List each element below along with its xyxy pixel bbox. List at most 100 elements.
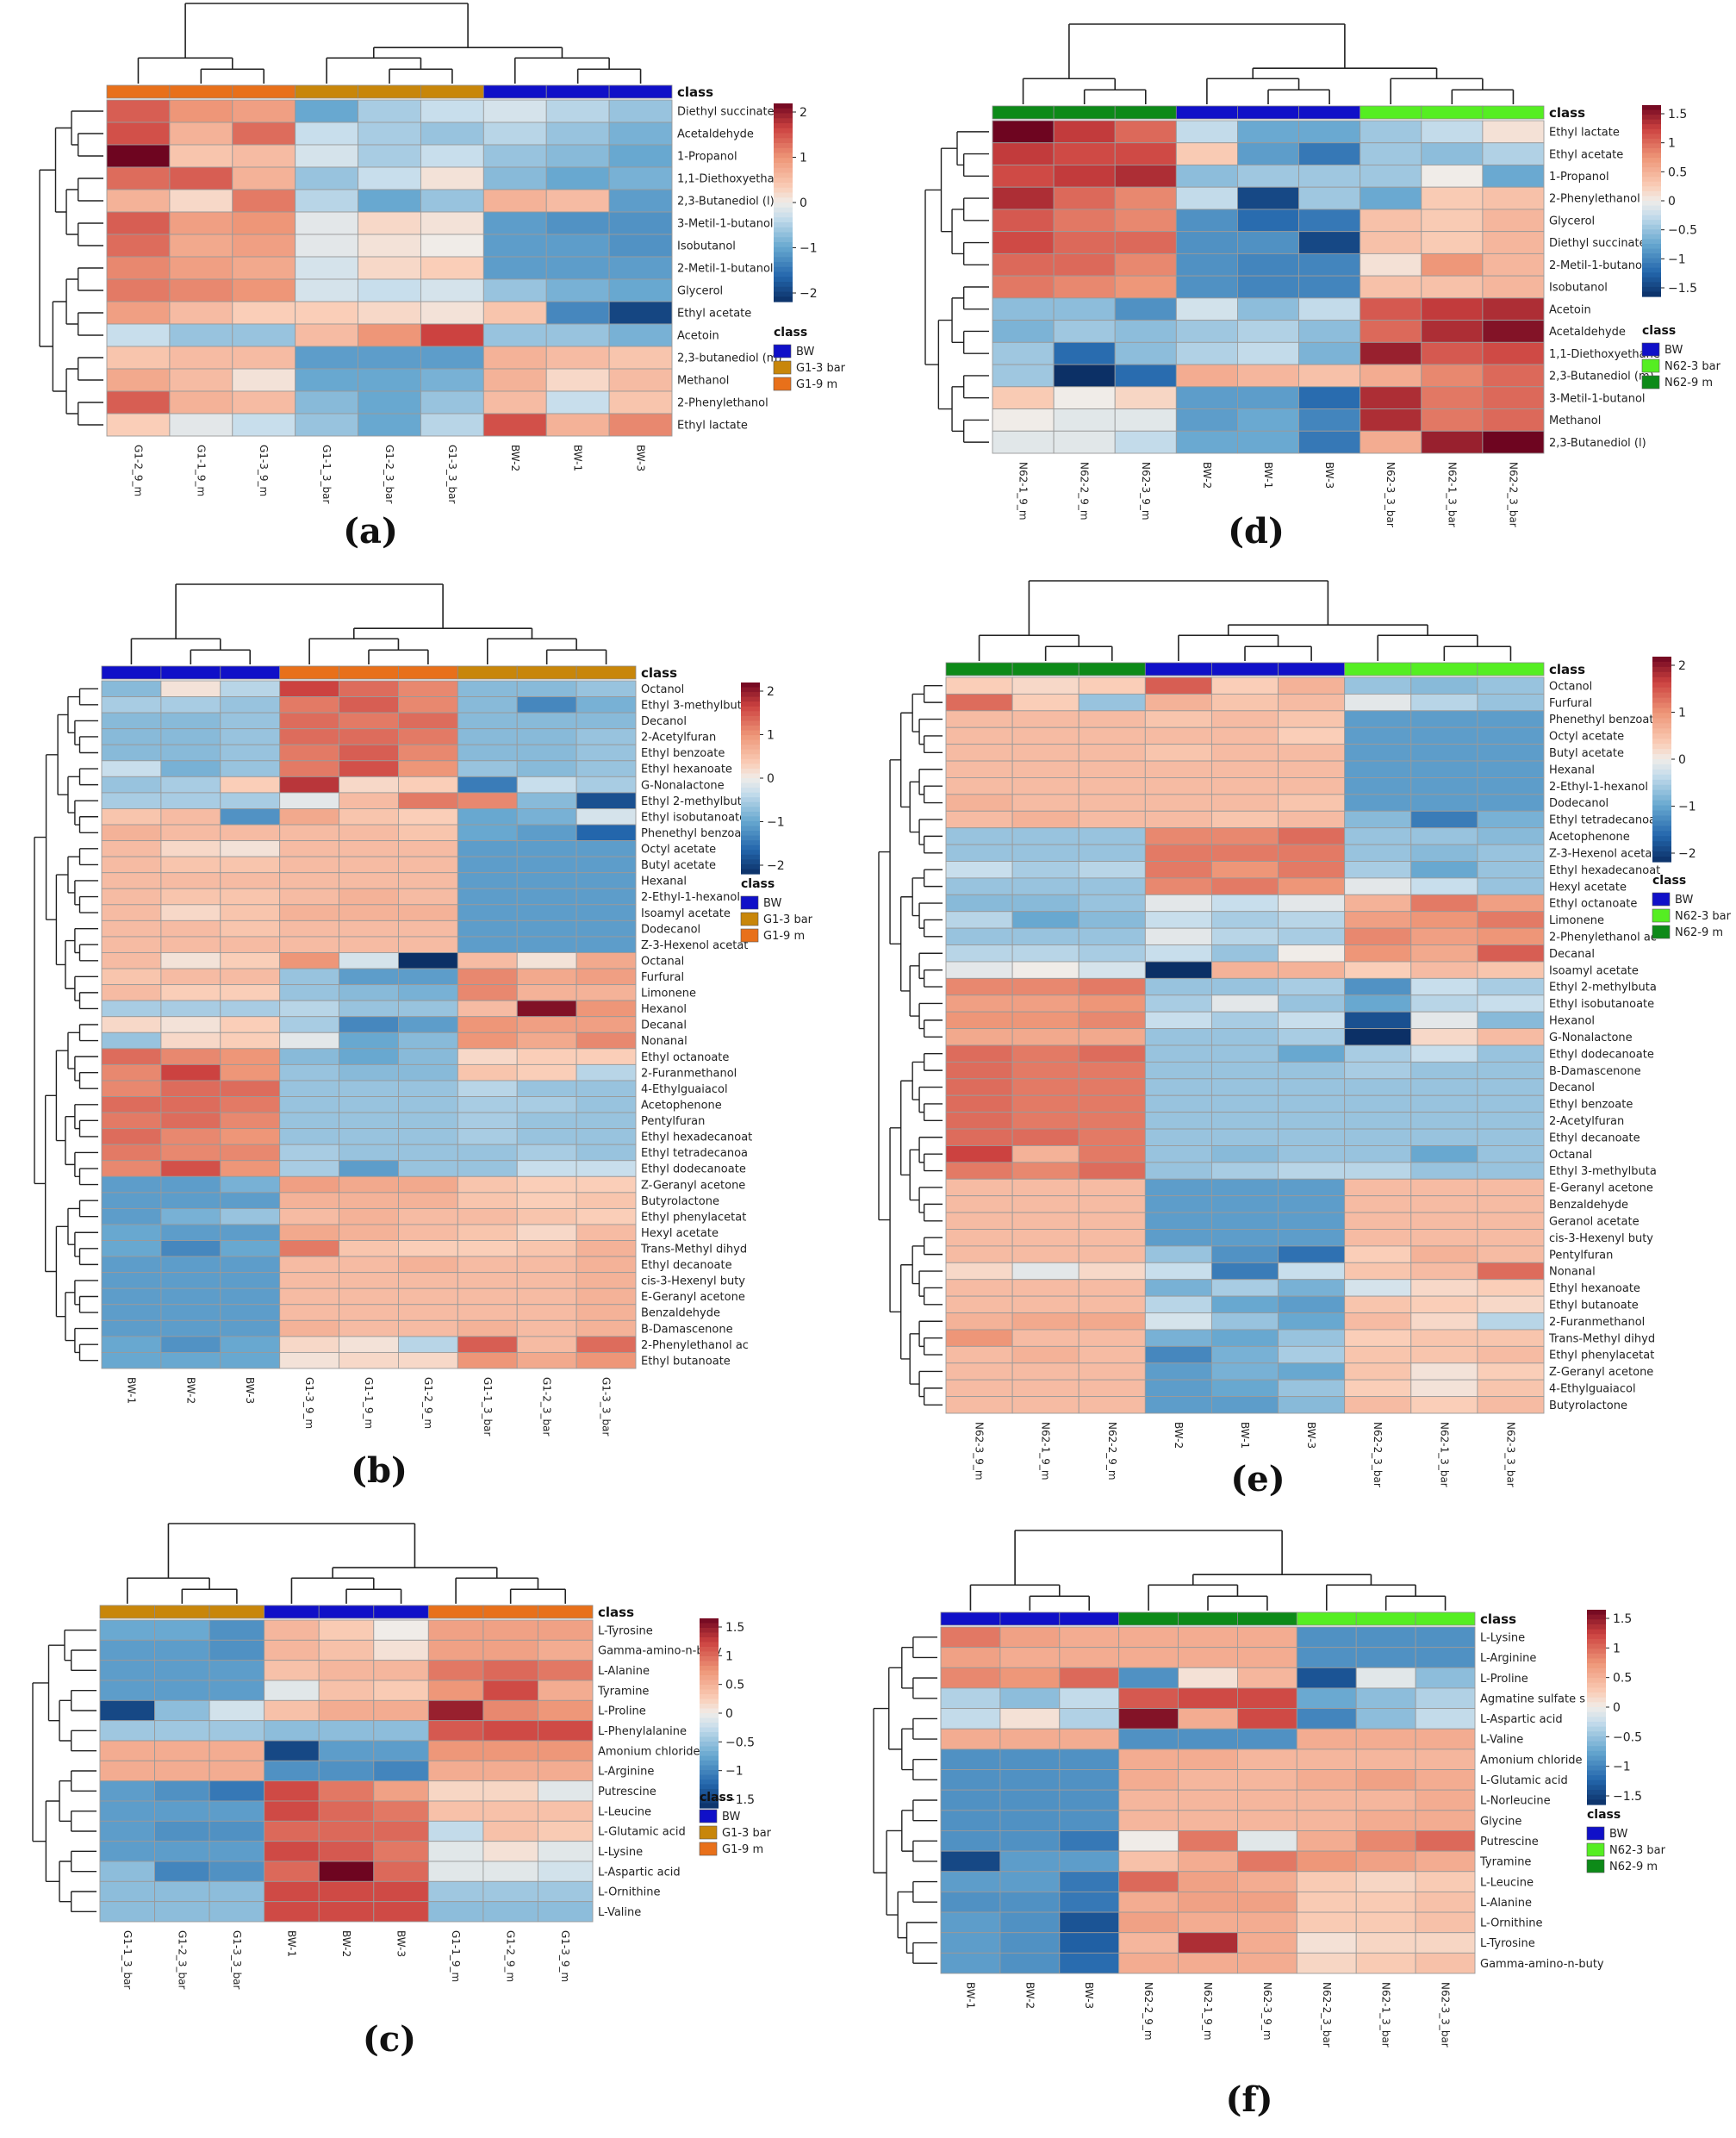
column-labels: G1-2_9_m G1-1_9_m G1-3_9_m G1-1_3_bar G1-2_3… [132,445,646,504]
row-label: 1-Propanol [677,151,737,164]
heatmap-cell [1236,142,1300,165]
row-label: L-Leucine [1480,1876,1534,1889]
heatmap-cell [608,234,673,258]
heatmap-cell [1410,1262,1478,1281]
heatmap-cell [1410,1128,1478,1146]
heatmap-cell [576,808,637,826]
color-scale-step [1642,171,1661,178]
heatmap-cell [576,1128,637,1145]
row-label: Trans-Methyl dihyd [640,1243,747,1256]
color-scale-step [1652,836,1671,842]
dendrogram-branch [918,769,943,795]
heatmap-cell [1178,1911,1238,1934]
color-scale-tick-label: −1.5 [725,1793,755,1807]
heatmap-cell [220,904,281,921]
heatmap-cell [992,364,1055,388]
heatmap-cell [945,760,1013,778]
column-label: N62-1_3_bar [1438,1422,1450,1487]
heatmap-cell [1482,430,1545,454]
heatmap-cell [457,1112,518,1130]
heatmap-cell [1144,1362,1212,1381]
heatmap-cell [1410,961,1478,979]
legend-label: G1-9 m [763,930,805,943]
heatmap-cell [101,1207,162,1225]
heatmap-cell [1415,1748,1476,1770]
heatmap-cell [1178,1647,1238,1668]
heatmap-cell [1410,861,1478,879]
heatmap-cell [420,278,484,302]
heatmap-cell [545,256,610,280]
heatmap-cell [1078,1229,1146,1247]
row-label: Geranol acetate [1549,1215,1640,1228]
heatmap-cell [1210,777,1279,795]
heatmap-cell [1298,297,1361,321]
heatmap-cell [1477,810,1545,829]
heatmap-cell [279,728,340,745]
heatmap-cell [945,1061,1013,1080]
class-bar-cell [1237,1611,1297,1626]
dendrogram-branch [878,851,891,1221]
heatmap-cell [1355,1830,1416,1852]
heatmap-cell [1344,1262,1412,1281]
heatmap-cell [1236,1810,1297,1831]
heatmap-cell [482,1901,538,1923]
heatmap-cell [457,1224,518,1241]
color-scale-step [700,1708,719,1714]
color-scale-step [774,232,793,238]
heatmap-cell [1278,1195,1346,1213]
legend-label: G1-9 m [722,1843,763,1856]
row-label: B-Damascenone [1549,1065,1641,1078]
heatmap-cell [992,209,1055,233]
row-label: L-Valine [598,1906,641,1919]
color-scale-step [700,1798,719,1805]
heatmap-cell [318,1820,375,1842]
heatmap-cell [1011,676,1080,695]
color-scale-step [741,745,760,751]
heatmap-cell [358,346,421,370]
heatmap-cell [608,323,673,347]
heatmap-cell [220,1240,281,1257]
heatmap-cell [101,1080,162,1097]
heatmap-cell [1178,1952,1238,1974]
row-label: 4-Ethylguaiacol [641,1083,728,1096]
heatmap-cell [1278,1145,1346,1163]
dendrogram-branch [389,68,453,84]
class-bar-cell [1410,662,1478,676]
heatmap-cell [482,144,547,168]
heatmap-cell [232,413,296,437]
dendrogram-branch [1244,645,1312,661]
heatmap-cell [1210,1044,1279,1063]
color-scale-step [1587,1678,1606,1684]
class-bar-cell [295,84,358,99]
heatmap-cell [101,1240,162,1257]
heatmap-cell [1344,777,1412,795]
heatmap-cell [169,323,233,347]
heatmap-cell [99,1901,156,1923]
heatmap-cell [358,189,421,213]
heatmap-cell [339,1080,399,1097]
row-label: Amonium chloride [1480,1754,1583,1767]
heatmap-cell [516,1336,577,1353]
color-scale-step [741,807,760,813]
heatmap-cell [397,1160,458,1177]
heatmap-cell [1144,1078,1212,1096]
heatmap-cell [1477,726,1545,745]
dendrogram-branch [905,1922,937,1954]
class-bar-cell [608,84,673,99]
dendrogram-branch [70,1649,96,1672]
heatmap-cell [339,1240,399,1257]
heatmap-cell [169,301,233,325]
heatmap-cell [1210,1178,1279,1197]
heatmap-cell [1415,1708,1476,1730]
heatmap-cell [999,1789,1061,1811]
color-scale-step [774,103,793,109]
heatmap-cell [397,824,458,842]
heatmap-cell [1344,1028,1412,1046]
heatmap-cell [1482,320,1545,343]
heatmap-cell [992,186,1055,210]
heatmap-cell [1344,710,1412,728]
heatmap-cell [101,968,162,986]
heatmap-cell [208,1861,265,1882]
heatmap-cell [264,1760,320,1782]
heatmap-cell [279,680,340,698]
